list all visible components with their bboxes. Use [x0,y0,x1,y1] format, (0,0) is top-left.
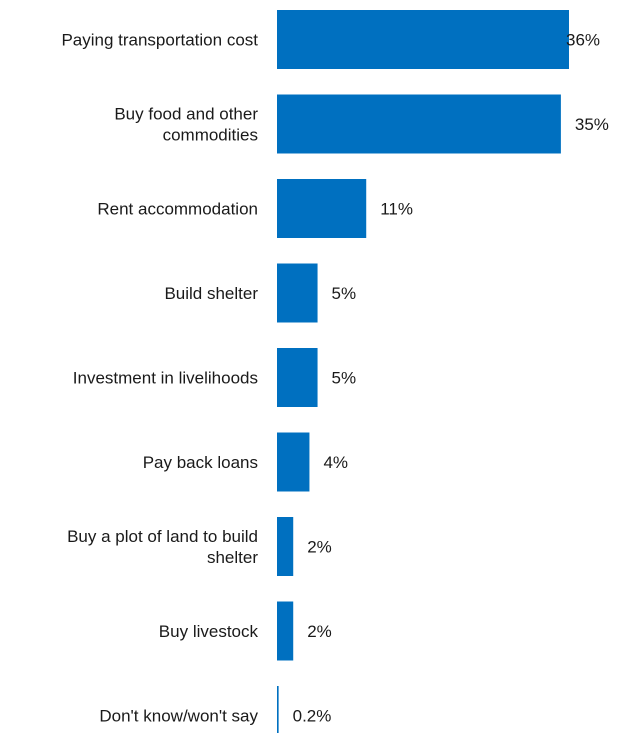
bar-7 [277,601,294,661]
bar-6 [277,517,294,576]
bars-group [277,10,569,733]
category-label-2: Rent accommodation [97,200,258,219]
category-label-line: Buy a plot of land to build [67,527,258,546]
category-label-3: Build shelter [164,284,258,303]
category-label-line: Paying transportation cost [61,31,258,50]
bar-5 [277,432,310,492]
value-label-5: 4% [323,453,348,472]
bar-0 [277,10,569,69]
value-label-2: 11% [380,200,413,219]
category-label-line: Buy livestock [159,622,259,641]
bar-3 [277,263,318,323]
category-label-0: Paying transportation cost [61,31,258,50]
category-label-line: Buy food and other [114,105,258,124]
category-label-1: Buy food and other commodities [114,105,258,145]
category-labels-group: Paying transportation cost Buy food and o… [61,31,258,726]
category-label-8: Don't know/won't say [99,707,258,726]
value-labels-group: 36% 35% 11% 5% 5% 4% 2% 2% 0.2% [293,31,609,726]
value-label-8: 0.2% [293,707,332,726]
category-label-line: Rent accommodation [97,200,258,219]
category-label-line: Build shelter [164,284,258,303]
category-label-line: shelter [207,548,258,567]
value-label-0: 36% [566,31,600,50]
value-label-4: 5% [332,369,357,388]
value-label-3: 5% [332,284,357,303]
category-label-line: Don't know/won't say [99,707,258,726]
category-label-line: Pay back loans [143,453,258,472]
bar-2 [277,179,367,238]
value-label-7: 2% [307,622,332,641]
category-label-6: Buy a plot of land to build shelter [67,527,258,567]
category-label-4: Investment in livelihoods [73,369,258,388]
category-label-5: Pay back loans [143,453,258,472]
value-label-1: 35% [575,115,609,134]
category-label-line: Investment in livelihoods [73,369,258,388]
value-label-6: 2% [307,538,332,557]
category-label-line: commodities [163,126,258,145]
category-label-7: Buy livestock [159,622,259,641]
bar-4 [277,348,318,407]
bar-8 [277,686,279,733]
bar-1 [277,94,561,154]
